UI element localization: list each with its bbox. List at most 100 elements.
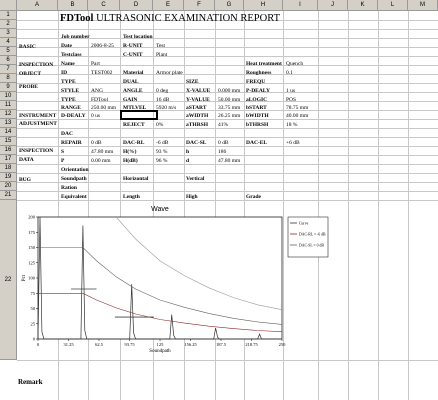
name-value[interactable]: Part xyxy=(91,61,100,67)
mtlvel-value[interactable]: 5920 m/s xyxy=(156,105,177,111)
row-header[interactable]: 6 xyxy=(0,56,17,65)
range-label: RANGE xyxy=(61,105,81,111)
row-header[interactable]: 2 xyxy=(0,20,17,29)
column-header[interactable]: H xyxy=(244,0,283,11)
row-header[interactable]: 12 xyxy=(0,110,17,119)
chart-title: Wave xyxy=(151,206,169,213)
s-value[interactable]: 47.80 mm xyxy=(91,149,114,155)
row-header[interactable]: 3 xyxy=(0,29,17,38)
a-thrsh-value[interactable]: 41% xyxy=(218,122,229,128)
column-header[interactable]: M xyxy=(408,0,438,11)
dac-sl-label: DAC-SL xyxy=(186,140,207,146)
row-header[interactable]: 11 xyxy=(0,101,17,110)
row-header[interactable]: 5 xyxy=(0,47,17,56)
gridline xyxy=(17,200,438,201)
column-header[interactable]: E xyxy=(153,0,184,11)
dac-el-value[interactable]: +6 dB xyxy=(286,140,300,146)
h-value[interactable]: 186 xyxy=(218,149,227,155)
y-tick-label: 150 xyxy=(28,245,36,250)
gridline xyxy=(88,11,89,400)
a-logic-value[interactable]: POS xyxy=(286,97,297,103)
row-header[interactable]: 1 xyxy=(0,11,17,20)
column-header[interactable]: K xyxy=(348,0,378,11)
p-value[interactable]: 0.00 mm xyxy=(91,158,111,164)
angle-label: ANGLE xyxy=(123,88,143,94)
b-thrsh-value[interactable]: 18 % xyxy=(286,122,298,128)
column-header[interactable]: D xyxy=(120,0,153,11)
d-dealy-value[interactable]: 0 us xyxy=(91,113,101,119)
x-tick-label: 125 xyxy=(157,342,165,347)
d-value[interactable]: 47.80 mm xyxy=(218,158,241,164)
report-title: FDTool ULTRASONIC EXAMINATION REPORT xyxy=(60,13,280,24)
row-header[interactable]: 15 xyxy=(0,137,17,146)
row-header[interactable]: 8 xyxy=(0,74,17,83)
row-header[interactable]: 9 xyxy=(0,83,17,92)
selected-cell[interactable] xyxy=(120,110,158,120)
type-label: TYPE xyxy=(61,79,76,85)
testclass-label: Testclass xyxy=(61,52,82,58)
id-value[interactable]: TEST002 xyxy=(91,70,113,76)
heat-treatment-label: Heat treatment xyxy=(246,61,282,67)
column-header[interactable]: F xyxy=(184,0,215,11)
c-unit-value[interactable]: Plant xyxy=(156,52,168,58)
column-header[interactable]: L xyxy=(378,0,408,11)
repair-value[interactable]: 0 dB xyxy=(91,140,102,146)
wave-chart[interactable]: Wave 0 31.25 62.5 93.75 125 156.25 187.5 218.75 2… xyxy=(20,203,430,357)
row-header[interactable]: 7 xyxy=(0,65,17,74)
x-tick-label: 93.75 xyxy=(124,342,135,347)
range-value[interactable]: 250.00 mm xyxy=(91,105,117,111)
select-all-corner[interactable] xyxy=(0,0,17,11)
p-dealy-value[interactable]: 1 us xyxy=(286,88,296,94)
y-tick-label: 100 xyxy=(28,276,36,281)
x-value-value[interactable]: 0.000 mm xyxy=(218,88,241,94)
row-header[interactable]: 21 xyxy=(0,191,17,200)
section-data: DATA xyxy=(19,157,34,163)
row-header[interactable]: 16 xyxy=(0,146,17,155)
gridline xyxy=(244,11,245,400)
reject-value[interactable]: 0% xyxy=(156,122,164,128)
row-header[interactable]: 20 xyxy=(0,182,17,191)
column-header[interactable]: B xyxy=(58,0,88,11)
dac-sl-value[interactable]: 0 dB xyxy=(218,140,229,146)
gridline xyxy=(153,11,154,400)
y-tick-label: 175 xyxy=(28,230,36,235)
roughness-value[interactable]: 0.1 xyxy=(286,70,293,76)
column-header[interactable]: C xyxy=(88,0,120,11)
h-db-value[interactable]: 96 % xyxy=(156,158,168,164)
a-start-value[interactable]: 33.75 mm xyxy=(218,105,241,111)
material-value[interactable]: Armor plate xyxy=(156,70,183,76)
column-header[interactable]: G xyxy=(215,0,244,11)
gain-value[interactable]: 16 dB xyxy=(156,97,170,103)
remark-label: Remark xyxy=(18,378,43,386)
y-value-value[interactable]: 50.00 mm xyxy=(218,97,241,103)
b-start-value[interactable]: 78.75 mm xyxy=(286,105,309,111)
section-basic: BASIC xyxy=(19,44,36,50)
row-header[interactable]: 17 xyxy=(0,155,17,164)
plot-area xyxy=(37,216,283,340)
row-header[interactable]: 18 xyxy=(0,164,17,173)
gridline xyxy=(17,110,438,111)
b-width-value[interactable]: 40.00 mm xyxy=(286,113,309,119)
row-header[interactable]: 14 xyxy=(0,128,17,137)
gridline xyxy=(17,173,438,174)
column-header[interactable]: I xyxy=(283,0,318,11)
r-unit-value[interactable]: Test xyxy=(156,43,166,49)
gridline xyxy=(17,56,438,57)
row-header[interactable]: 22 xyxy=(0,200,17,360)
type2-value[interactable]: FDTool xyxy=(91,97,109,103)
row-header[interactable]: 19 xyxy=(0,173,17,182)
row-header[interactable]: 10 xyxy=(0,92,17,101)
column-header[interactable]: A xyxy=(17,0,58,11)
style-value[interactable]: ANG xyxy=(91,88,103,94)
column-header[interactable]: J xyxy=(318,0,348,11)
row-header[interactable]: 13 xyxy=(0,119,17,128)
date-value[interactable]: 2006-8-25 xyxy=(91,43,114,49)
angle-value[interactable]: 0 deg xyxy=(156,88,169,94)
b-start-label: bSTART xyxy=(246,105,267,111)
dac-rl-value[interactable]: -6 dB xyxy=(156,140,169,146)
heat-treatment-value[interactable]: Quench xyxy=(286,61,304,67)
frequ-label: FREQU xyxy=(246,79,266,85)
h-pct-value[interactable]: 93 % xyxy=(156,149,168,155)
row-header[interactable]: 4 xyxy=(0,38,17,47)
a-width-value[interactable]: 26.25 mm xyxy=(218,113,241,119)
